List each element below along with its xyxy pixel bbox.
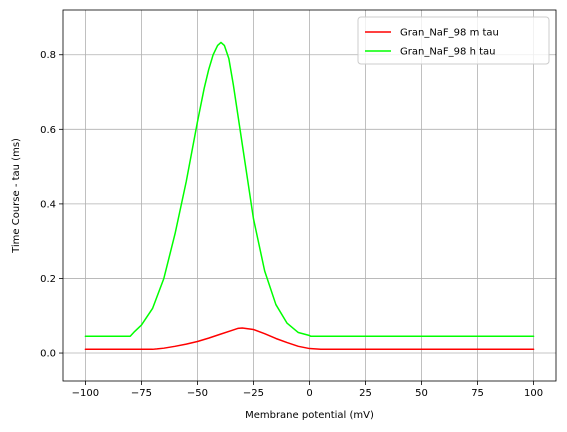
y-axis-ticks: 0.0 0.2 0.4 0.6 0.8 — [40, 50, 63, 360]
legend-box — [357, 16, 550, 65]
series-line-1 — [84, 327, 535, 351]
y-tick-label: 0.8 — [40, 50, 56, 61]
x-tick-label: 0 — [306, 388, 312, 399]
x-axis-label: Membrane potential (mV) — [245, 410, 374, 421]
x-axis-ticks: −100 −75 −50 −25 0 25 50 75 100 — [72, 381, 543, 399]
y-tick-label: 0.2 — [40, 274, 56, 285]
x-tick-label: 100 — [524, 388, 543, 399]
x-tick-label: −50 — [187, 388, 208, 399]
plot-series — [84, 41, 535, 351]
y-axis-label: Time Course - tau (ms) — [11, 138, 22, 254]
series-line-2 — [84, 41, 535, 338]
x-tick-label: 75 — [471, 388, 484, 399]
grid — [63, 10, 556, 381]
x-tick-label: 50 — [415, 388, 428, 399]
legend: Gran_NaF_98 m tau Gran_NaF_98 h tau — [357, 16, 550, 65]
legend-label-2: Gran_NaF_98 h tau — [400, 47, 496, 58]
legend-label-1: Gran_NaF_98 m tau — [400, 28, 499, 39]
x-tick-label: −75 — [131, 388, 152, 399]
y-tick-label: 0.4 — [40, 199, 56, 210]
x-tick-label: −100 — [72, 388, 99, 399]
y-tick-label: 0.0 — [40, 349, 56, 360]
x-tick-label: 25 — [359, 388, 372, 399]
x-tick-label: −25 — [243, 388, 264, 399]
y-tick-label: 0.6 — [40, 125, 56, 136]
